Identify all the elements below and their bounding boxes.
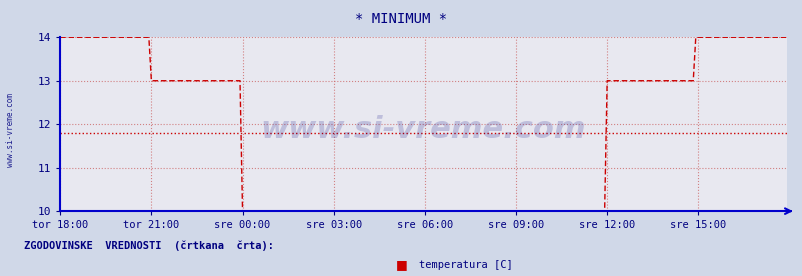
Text: ZGODOVINSKE  VREDNOSTI  (črtkana  črta):: ZGODOVINSKE VREDNOSTI (črtkana črta): — [24, 240, 273, 251]
Text: www.si-vreme.com: www.si-vreme.com — [261, 115, 585, 144]
Text: www.si-vreme.com: www.si-vreme.com — [6, 93, 15, 167]
Text: ■: ■ — [395, 258, 407, 272]
Text: temperatura [C]: temperatura [C] — [419, 260, 512, 270]
Text: * MINIMUM *: * MINIMUM * — [355, 12, 447, 26]
